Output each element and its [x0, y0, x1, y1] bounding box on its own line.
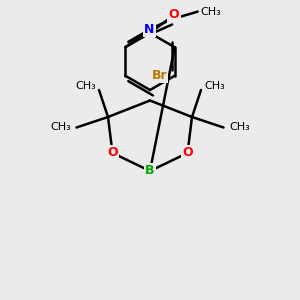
Text: Br: Br	[152, 69, 167, 82]
Text: CH₃: CH₃	[229, 122, 250, 133]
Text: CH₃: CH₃	[50, 122, 71, 133]
Text: CH₃: CH₃	[201, 7, 221, 16]
Text: O: O	[107, 146, 118, 160]
Text: O: O	[182, 146, 193, 160]
Text: N: N	[144, 23, 154, 36]
Text: CH₃: CH₃	[204, 81, 225, 92]
Text: B: B	[145, 164, 155, 178]
Text: CH₃: CH₃	[75, 81, 96, 92]
Text: O: O	[169, 8, 179, 22]
